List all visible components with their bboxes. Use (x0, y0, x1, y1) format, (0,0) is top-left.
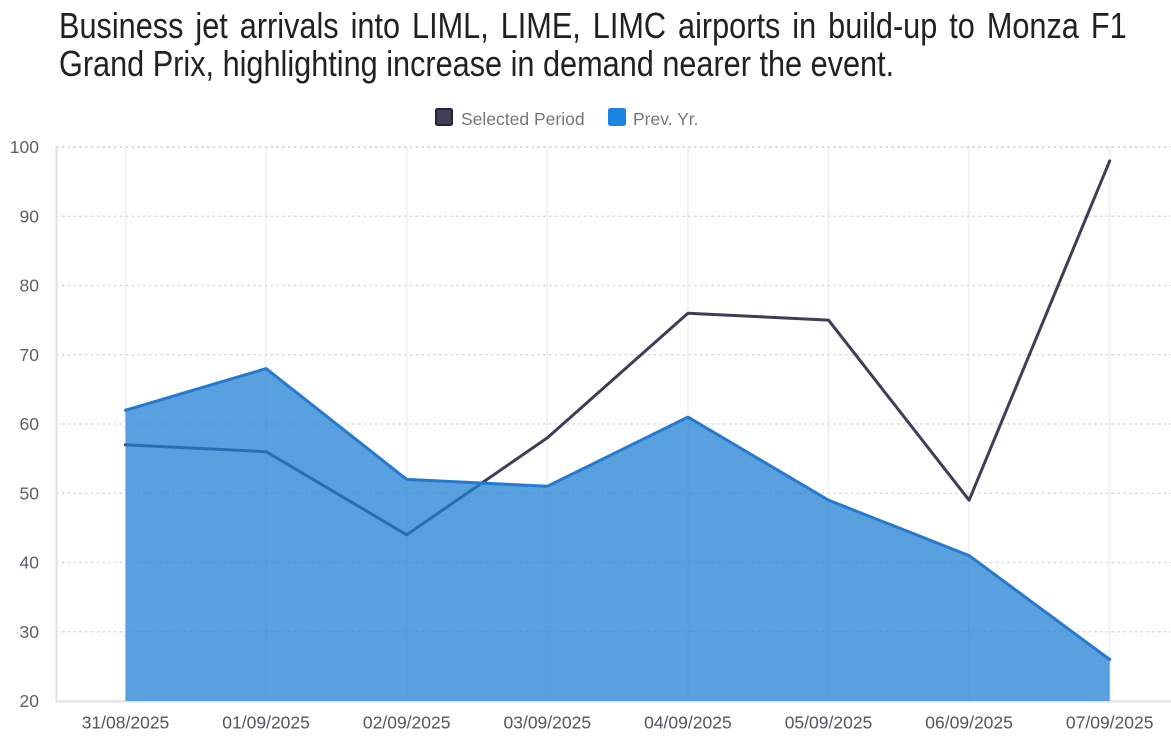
svg-text:20: 20 (20, 691, 40, 711)
svg-text:60: 60 (20, 414, 40, 434)
svg-text:90: 90 (20, 206, 40, 226)
svg-text:70: 70 (20, 345, 40, 365)
svg-text:06/09/2025: 06/09/2025 (925, 713, 1013, 733)
svg-text:05/09/2025: 05/09/2025 (785, 713, 873, 733)
svg-text:80: 80 (20, 276, 40, 296)
svg-text:40: 40 (20, 553, 40, 573)
svg-text:03/09/2025: 03/09/2025 (504, 713, 592, 733)
svg-text:04/09/2025: 04/09/2025 (644, 713, 732, 733)
svg-text:100: 100 (10, 137, 39, 157)
svg-text:31/08/2025: 31/08/2025 (82, 713, 170, 733)
svg-text:30: 30 (20, 622, 40, 642)
svg-text:02/09/2025: 02/09/2025 (363, 713, 451, 733)
svg-text:01/09/2025: 01/09/2025 (222, 713, 310, 733)
svg-text:07/09/2025: 07/09/2025 (1066, 713, 1154, 733)
svg-text:50: 50 (20, 483, 40, 503)
